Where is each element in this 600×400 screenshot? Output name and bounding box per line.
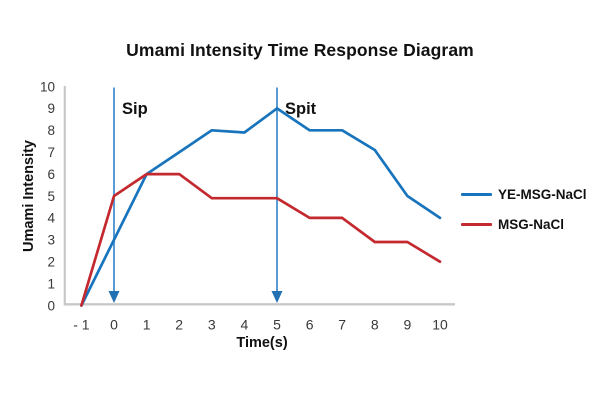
y-tick-label: 7	[47, 145, 55, 160]
legend-label: YE-MSG-NaCl	[498, 186, 587, 202]
y-tick-label: 9	[47, 101, 55, 116]
x-axis-label: Time(s)	[236, 335, 288, 351]
series-line-msg-nacl	[80, 172, 442, 307]
legend-line-swatch-red	[461, 222, 492, 226]
x-tick-label: 3	[208, 317, 216, 333]
annotation-arrowhead	[108, 291, 120, 303]
x-tick-label: 4	[241, 317, 249, 333]
x-tick-label: 1	[143, 317, 151, 333]
legend: YE-MSG-NaCl MSG-NaCl	[461, 185, 587, 245]
x-tick-label: 7	[338, 317, 346, 333]
y-tick-label: 6	[47, 167, 55, 182]
x-tick-label: 8	[371, 317, 379, 333]
x-tick-label: 2	[175, 317, 183, 333]
series-line-ye-msg-nacl	[80, 107, 442, 307]
y-tick-label: 5	[47, 189, 55, 204]
x-tick-label: 9	[404, 317, 412, 333]
x-tick-label: 6	[306, 317, 314, 333]
y-tick-label: 0	[47, 298, 55, 313]
x-tick-label: 10	[432, 317, 448, 333]
legend-label: MSG-NaCl	[498, 216, 565, 232]
annotation-label: Sip	[122, 100, 148, 118]
y-tick-label: 10	[40, 79, 55, 94]
annotation-label: Spit	[285, 100, 317, 118]
x-tick-label: - 1	[73, 317, 90, 333]
x-tick-label: 5	[273, 317, 281, 333]
chart-title: Umami Intensity Time Response Diagram	[126, 40, 474, 60]
y-tick-label: 3	[47, 233, 55, 248]
legend-item-msg-nacl: MSG-NaCl	[461, 215, 587, 233]
y-tick-label: 8	[47, 123, 55, 138]
annotation-arrowhead	[271, 291, 283, 303]
y-tick-label: 2	[47, 255, 55, 270]
y-tick-label: 4	[47, 211, 55, 226]
legend-item-ye-msg-nacl: YE-MSG-NaCl	[461, 185, 587, 203]
x-tick-label: 0	[110, 317, 118, 333]
y-tick-label: 1	[47, 276, 55, 291]
legend-line-swatch-blue	[461, 192, 492, 196]
